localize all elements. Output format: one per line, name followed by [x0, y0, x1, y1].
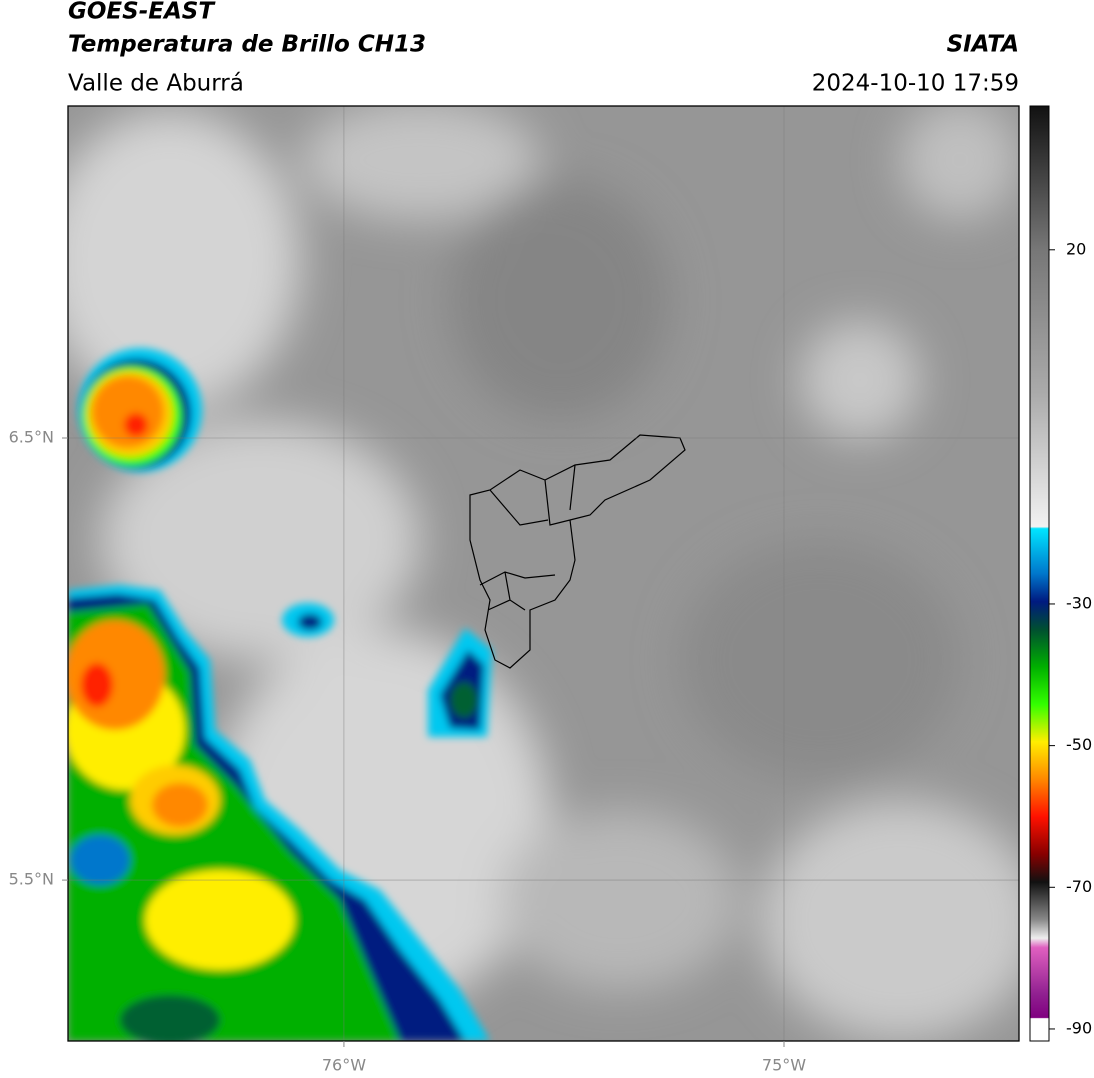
municipal-boundaries	[469, 434, 686, 669]
y-tick-label: 5.5°N	[9, 870, 54, 889]
colorbar-tick-label: -30	[1066, 593, 1092, 612]
x-tick-label: 76°W	[322, 1056, 366, 1075]
map-frame	[67, 105, 1020, 1042]
y-tick-label: 6.5°N	[9, 428, 54, 447]
imagery	[68, 106, 1019, 1041]
colorbar	[1029, 105, 1050, 1042]
source: SIATA	[947, 32, 1019, 58]
colorbar-tick-label: 20	[1066, 239, 1086, 258]
timestamp: 2024-10-10 17:59	[812, 71, 1019, 97]
colorbar-tick-label: -70	[1066, 877, 1092, 896]
satellite: GOES-EAST	[68, 0, 216, 25]
colorbar-tick-label: -50	[1066, 735, 1092, 754]
product: Temperatura de Brillo CH13	[68, 32, 426, 58]
region: Valle de Aburrá	[68, 71, 244, 97]
colorbar-tick-label: -90	[1066, 1018, 1092, 1037]
x-tick-label: 75°W	[762, 1056, 806, 1075]
